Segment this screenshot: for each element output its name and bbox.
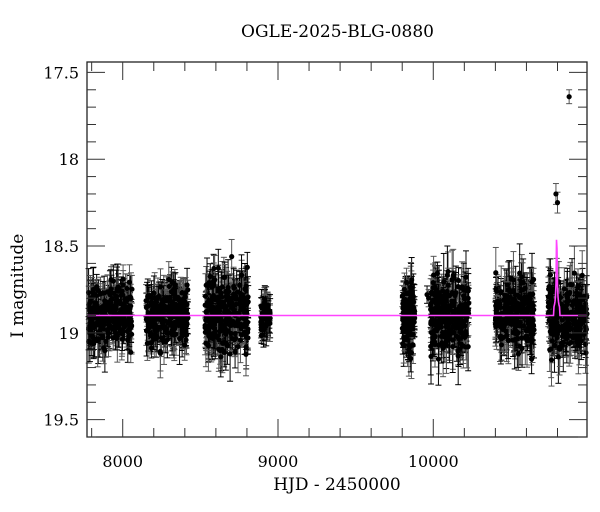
y-tick-label: 17.5 [43, 63, 79, 82]
y-tick-label: 19.5 [43, 411, 79, 430]
data-points [85, 94, 590, 363]
x-tick-label: 9000 [258, 452, 299, 471]
y-tick-label: 19 [59, 324, 79, 343]
y-tick-label: 18 [59, 150, 79, 169]
y-tick-label: 18.5 [43, 237, 79, 256]
x-axis-label: HJD - 2450000 [273, 475, 401, 495]
x-tick-label: 8000 [102, 452, 143, 471]
x-tick-labels: 8000 9000 10000 [102, 452, 458, 471]
x-tick-label: 10000 [408, 452, 459, 471]
y-axis-label-wrap: I magnitude [8, 234, 28, 488]
y-tick-labels: 17.5 18 18.5 19 19.5 [43, 63, 79, 429]
y-axis-label: I magnitude [8, 233, 28, 338]
axes-frame [86, 61, 588, 438]
model-curve [87, 239, 587, 317]
chart-title: OGLE-2025-BLG-0880 [241, 22, 434, 42]
